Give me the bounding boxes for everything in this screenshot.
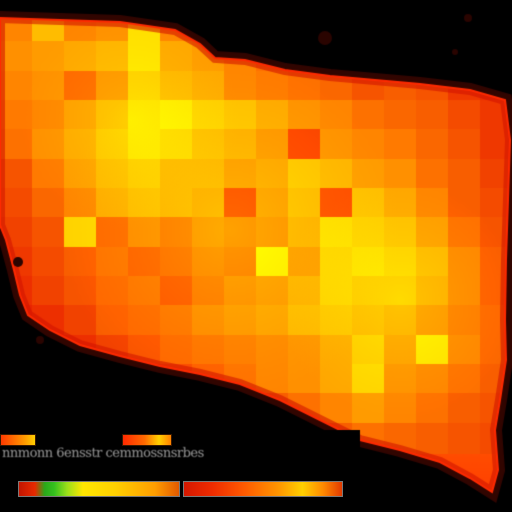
legend-swatch-right	[122, 434, 172, 446]
legend-caption: nnmonn 6ensstr cemmossnsrbes	[2, 446, 204, 461]
colorbar-segment-a	[18, 481, 180, 497]
colorbar-segment-b	[183, 481, 343, 497]
legend-swatch-left	[0, 434, 36, 446]
